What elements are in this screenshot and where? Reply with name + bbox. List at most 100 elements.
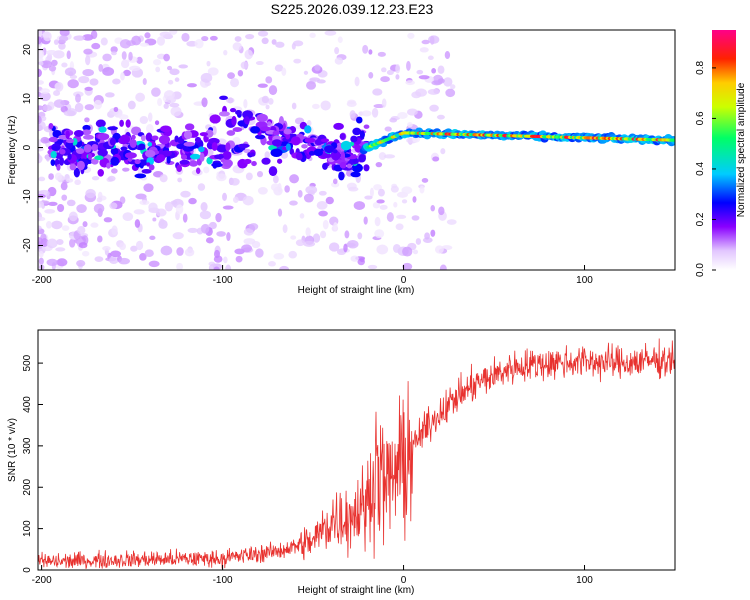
spectrogram-cell — [111, 225, 118, 236]
spectrogram-cell — [159, 174, 168, 183]
spectrogram-cell — [312, 233, 321, 243]
spectrogram-cell — [157, 97, 163, 107]
spectrogram-cell — [251, 240, 261, 249]
spectrogram-cell — [395, 223, 404, 231]
spectrogram-cell — [244, 49, 253, 60]
spectrogram-cell — [73, 35, 86, 41]
spectrogram-cell — [272, 175, 279, 184]
spectrogram-cell — [248, 223, 259, 231]
spectrogram-cell — [223, 256, 228, 264]
spectrogram-cell — [38, 115, 42, 125]
spectrogram-cell — [74, 102, 84, 113]
spectrogram-cell — [56, 258, 68, 267]
spectrogram-cell — [205, 129, 214, 138]
spectrogram-cell — [254, 134, 266, 140]
spectrogram-cell — [119, 196, 126, 204]
spectrogram-cell — [186, 83, 197, 88]
spectrogram-cell — [257, 30, 269, 37]
spectrogram-cell — [54, 172, 63, 181]
spectrogram-y-tick-label: 0 — [22, 144, 33, 150]
spectrogram-cell — [82, 221, 88, 228]
spectrogram-cell — [380, 76, 390, 83]
spectrogram-cell — [189, 153, 201, 160]
spectrogram-cell — [304, 137, 316, 143]
spectrogram-cell — [122, 212, 134, 222]
spectrogram-cell — [147, 142, 153, 147]
spectrogram-cell — [61, 62, 68, 68]
spectrogram-cell — [155, 66, 161, 73]
spectrogram-cell — [131, 134, 136, 140]
spectrogram-cell — [142, 78, 147, 86]
spectrogram-cell — [305, 185, 318, 195]
spectrogram-cell — [134, 209, 142, 215]
spectrogram-cell — [65, 130, 70, 140]
snr-y-label: SNR (10 * v/v) — [7, 418, 18, 482]
spectrogram-cell — [222, 150, 232, 160]
spectrogram-cell — [216, 231, 226, 237]
spectrogram-cell — [51, 220, 63, 230]
spectrogram-cell — [169, 102, 180, 108]
spectrogram-cell — [337, 36, 343, 44]
spectrogram-cell — [415, 88, 427, 97]
spectrogram-cell — [219, 95, 228, 101]
spectrogram-cell — [334, 57, 344, 65]
spectrogram-cell — [288, 250, 298, 259]
snr-y-tick-label: 0 — [22, 567, 33, 573]
spectrogram-cell — [322, 162, 328, 170]
spectrogram-cell — [93, 99, 103, 110]
spectrogram-cell — [268, 85, 278, 96]
spectrogram-cell — [82, 250, 90, 257]
spectrogram-cell — [198, 146, 205, 153]
spectrogram-cell — [122, 167, 130, 172]
spectrogram-cell — [389, 117, 398, 123]
spectrogram-cell — [211, 162, 223, 168]
spectrogram-cell — [264, 151, 270, 159]
spectrogram-cell — [148, 164, 155, 171]
spectrogram-cell — [280, 151, 289, 159]
spectrogram-cell — [440, 148, 446, 155]
spectrogram-cell — [303, 193, 314, 203]
spectrogram-y-tick-label: -10 — [22, 189, 33, 204]
spectrogram-cell — [69, 163, 77, 171]
spectrogram-cell — [340, 140, 352, 151]
spectrogram-cell — [383, 154, 396, 159]
spectrogram-cell — [97, 168, 104, 177]
spectrogram-cell — [211, 142, 218, 151]
spectrogram-cell — [308, 150, 315, 156]
spectrogram-cell — [206, 60, 211, 67]
spectrogram-cell — [91, 175, 100, 181]
spectrogram-cell — [67, 153, 72, 160]
spectrogram-cell — [285, 143, 291, 151]
spectrogram-cell — [48, 123, 54, 130]
spectrogram-cell — [118, 257, 130, 265]
spectrogram-cell — [427, 88, 440, 95]
spectrogram-cell — [340, 151, 346, 161]
spectrogram-cell — [364, 195, 373, 200]
spectrogram-cell — [110, 147, 119, 156]
spectrogram-cell — [331, 181, 340, 188]
spectrogram-cell — [318, 210, 328, 217]
spectrogram-cell — [83, 48, 93, 55]
snr-frame — [37, 329, 676, 571]
spectrogram-cell — [118, 114, 129, 120]
spectrogram-cell — [421, 39, 430, 45]
spectrogram-cell — [139, 252, 147, 261]
spectrogram-cell — [176, 143, 185, 150]
spectrogram-cell — [53, 90, 61, 97]
spectrogram-cell — [73, 167, 80, 178]
spectrogram-cell — [343, 243, 348, 253]
spectrogram-cell — [438, 206, 445, 216]
spectrogram-cell — [261, 37, 269, 45]
colorbar-tick-label: 0.2 — [695, 212, 706, 226]
spectrogram-cell — [38, 216, 46, 222]
spectrogram-cell — [241, 244, 252, 253]
spectrogram-cell — [271, 139, 282, 147]
snr-plot-area — [38, 330, 675, 570]
spectrogram-cell — [160, 125, 172, 133]
spectrogram-cell — [146, 124, 154, 134]
spectrogram-cell — [144, 32, 151, 39]
spectrogram-cell — [229, 107, 237, 113]
spectrogram-cell — [381, 67, 387, 73]
spectrogram-cell — [59, 30, 70, 37]
spectrogram-cell — [63, 110, 76, 117]
